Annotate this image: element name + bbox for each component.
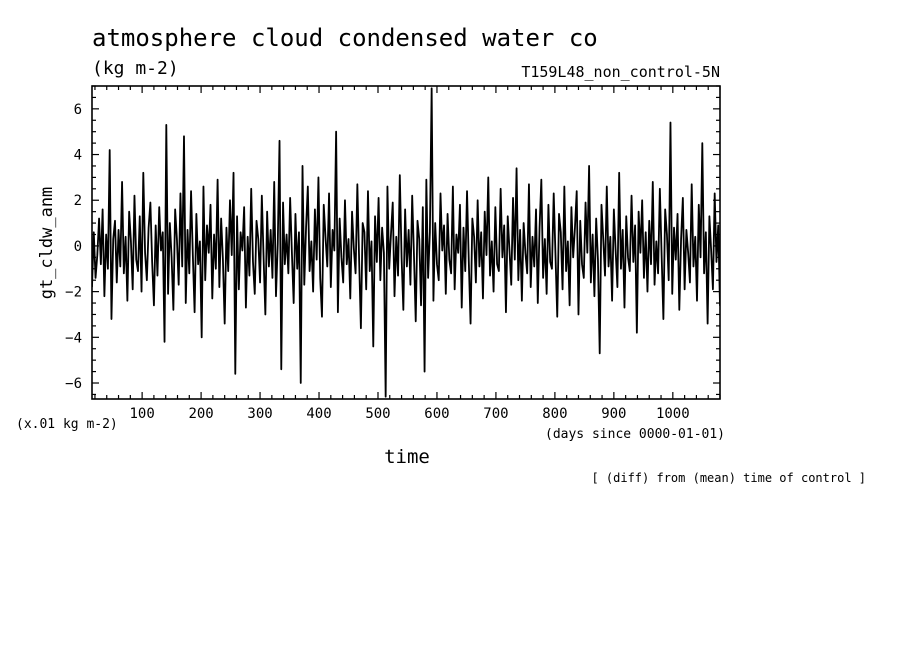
series-line-0: [92, 87, 720, 398]
footnote: [ (diff) from (mean) time of control ]: [591, 471, 866, 485]
x-axis-ticks: 100 200 300 400 500 600 700 800 900 1000: [94, 86, 721, 422]
plot-area: 100 200 300 400 500 600 700 800 900 1000 −6 −4 −2 0 2…: [65, 85, 721, 422]
y-tick-label: 0: [74, 239, 82, 255]
x-tick-label: 300: [247, 406, 272, 422]
x-tick-label: 400: [306, 406, 331, 422]
x-tick-label: 700: [483, 406, 508, 422]
run-label: T159L48_non_control-5N: [521, 63, 720, 81]
y-tick-label: −6: [65, 376, 82, 392]
y-tick-label: −4: [65, 330, 82, 346]
x-tick-label: 500: [365, 406, 390, 422]
plot-frame: [91, 85, 721, 400]
x-axis-units: (days since 0000-01-01): [545, 427, 725, 442]
y-scale-note: (x.01 kg m-2): [16, 417, 118, 432]
x-tick-label: 900: [601, 406, 626, 422]
y-tick-label: 2: [74, 193, 82, 209]
y-tick-label: −2: [65, 285, 82, 301]
x-axis-label: time: [384, 446, 430, 468]
y-axis-ticks: −6 −4 −2 0 2 4 6: [65, 85, 720, 396]
y-tick-label: 6: [74, 102, 82, 118]
y-axis-label: gt_cldw_anm: [37, 187, 57, 300]
chart-title: atmosphere cloud condensed water co: [92, 24, 598, 52]
x-tick-label: 800: [542, 406, 567, 422]
x-tick-label: 600: [424, 406, 449, 422]
chart-units: (kg m-2): [92, 58, 179, 79]
x-tick-label: 100: [129, 406, 154, 422]
x-tick-label: 1000: [656, 406, 690, 422]
series-layer: [92, 87, 720, 398]
y-tick-label: 4: [74, 148, 82, 164]
x-tick-label: 200: [188, 406, 213, 422]
